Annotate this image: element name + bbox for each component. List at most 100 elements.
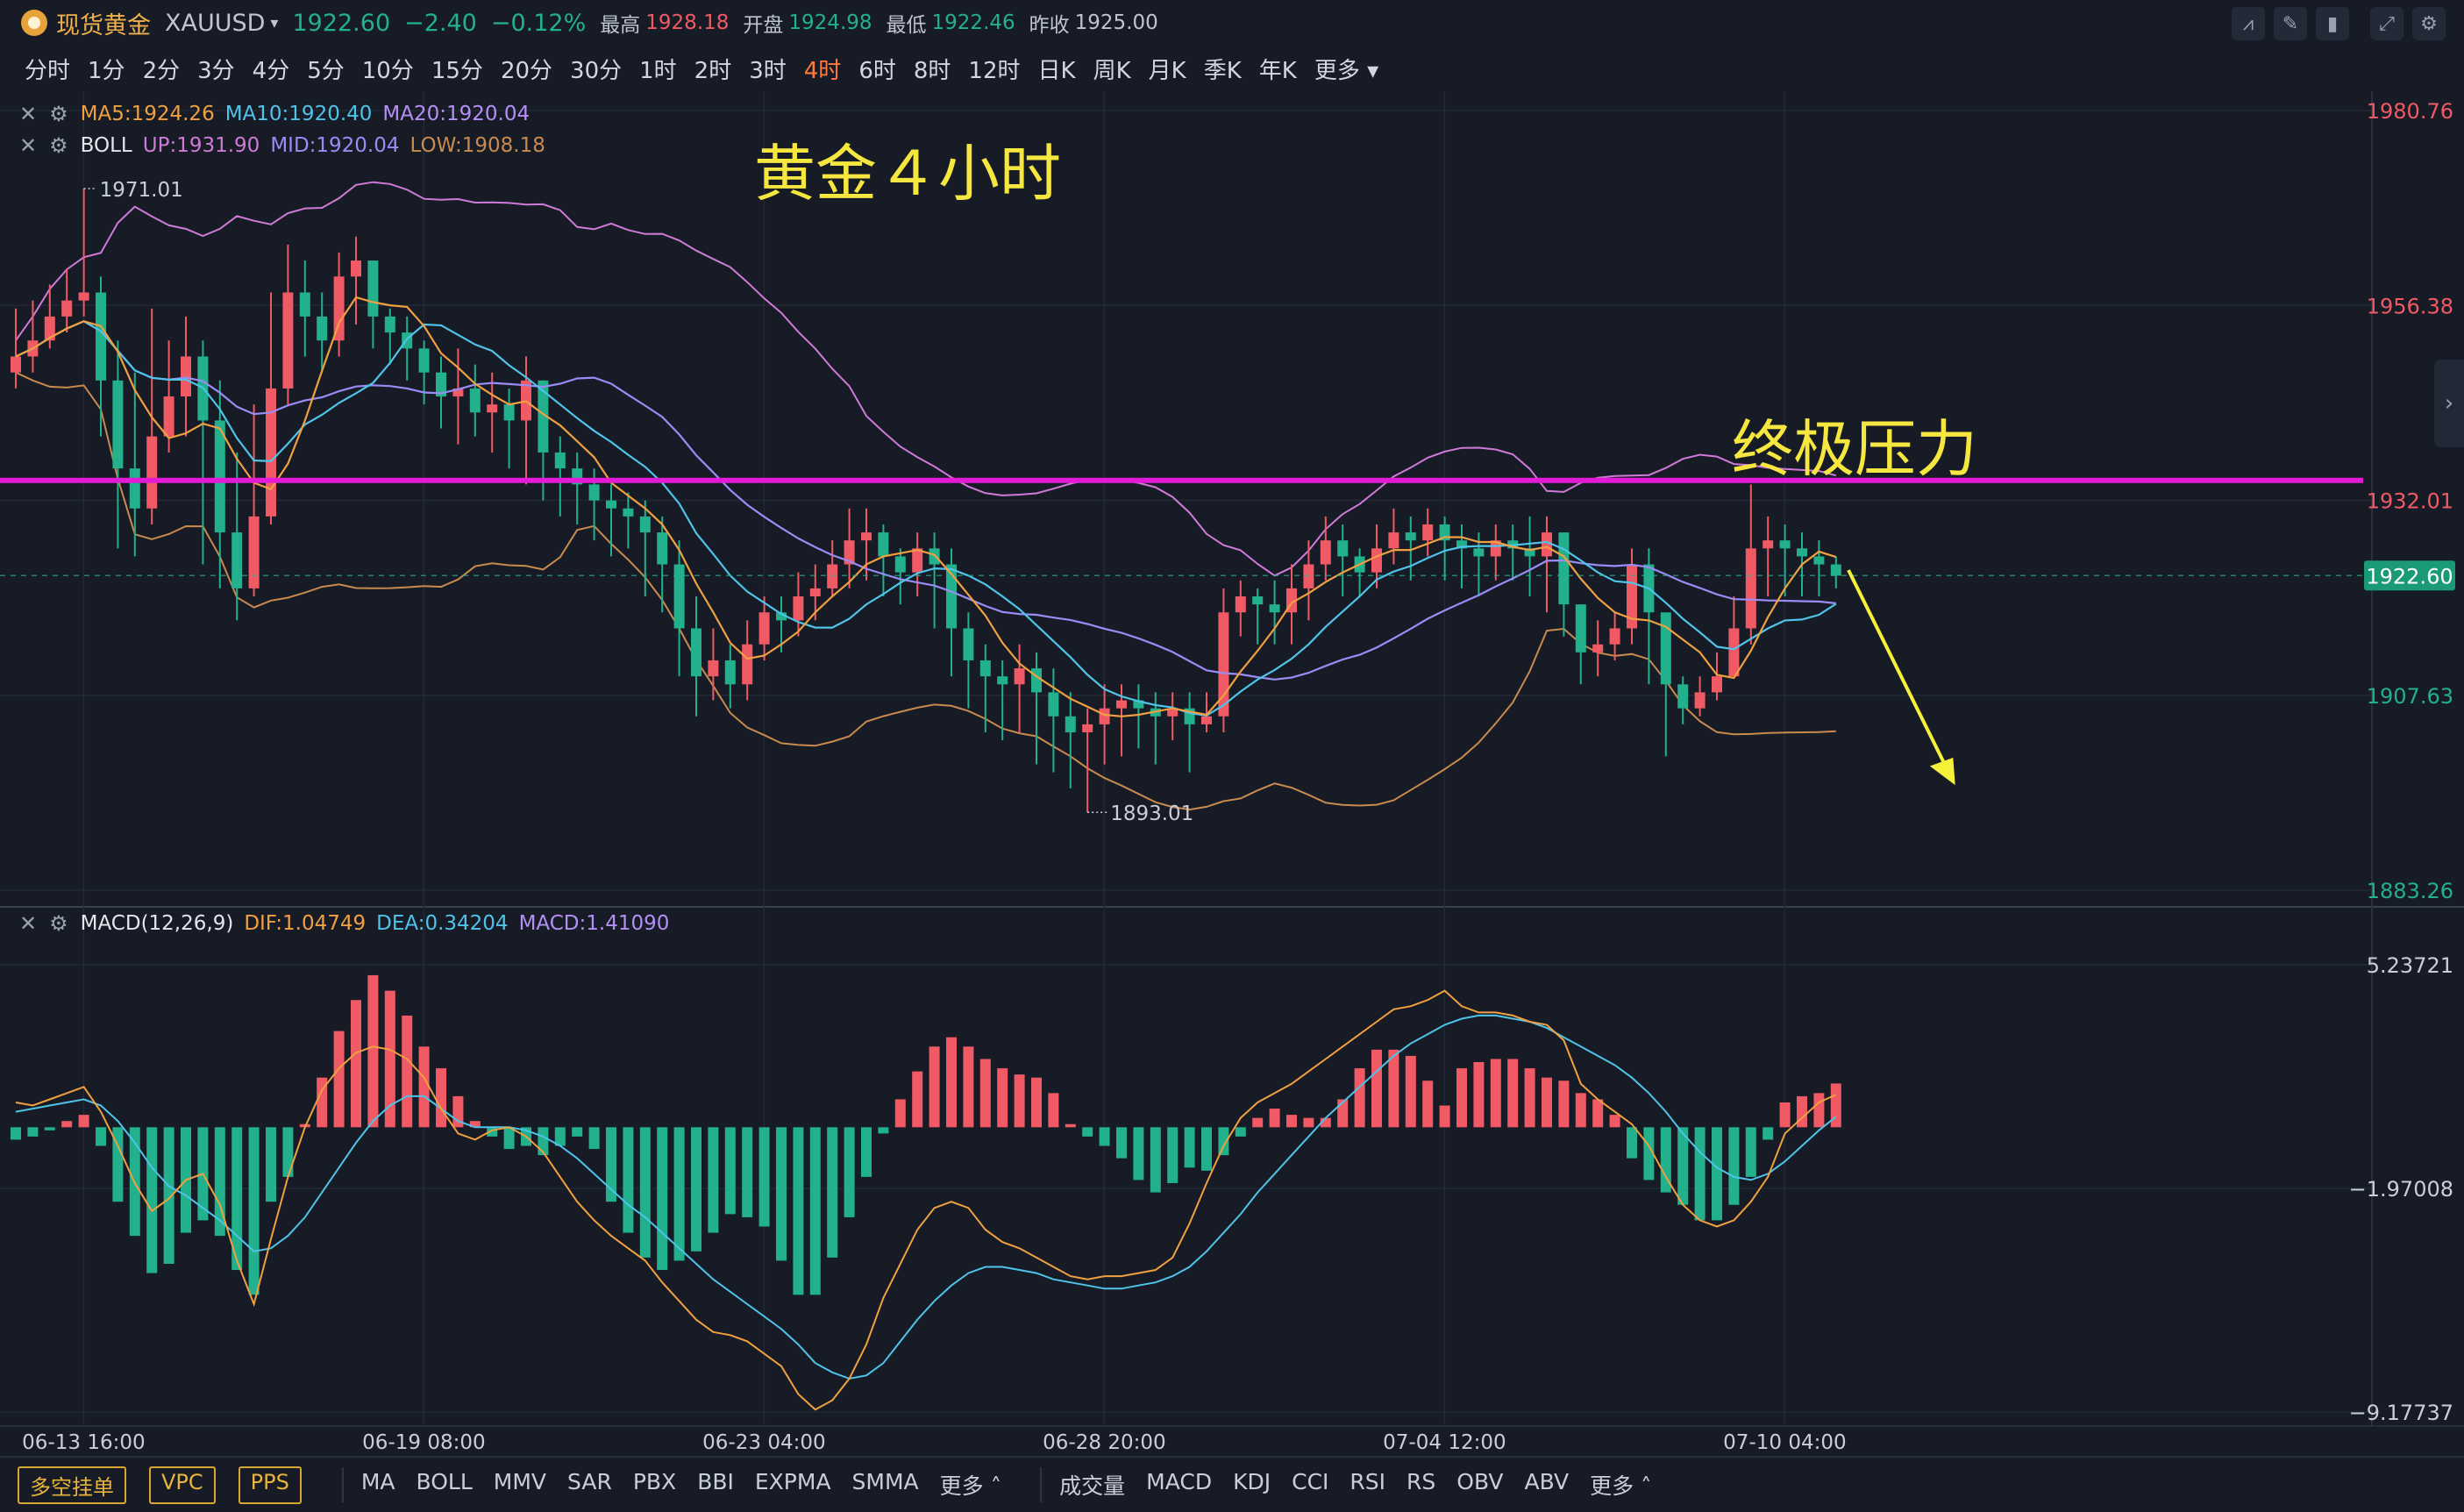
indicator-icon[interactable]: ⩘	[2232, 7, 2265, 40]
symbol-code[interactable]: XAUUSD	[165, 9, 266, 37]
candle	[1712, 652, 1722, 701]
candle-body	[214, 420, 225, 533]
main-indicators-3[interactable]: SAR	[567, 1469, 612, 1494]
settings-icon[interactable]: ⚙	[49, 911, 68, 936]
timeframe-13[interactable]: 4时	[803, 57, 842, 84]
close-icon[interactable]: ✕	[19, 911, 38, 936]
candle	[827, 540, 838, 597]
macd-bar	[402, 1015, 413, 1128]
main-indicators-8[interactable]: 更多 ˄	[939, 1473, 1002, 1499]
timeframe-0[interactable]: 分时	[25, 57, 71, 84]
candle-body	[129, 468, 140, 509]
candle-body	[776, 612, 787, 621]
timeframe-11[interactable]: 2时	[694, 57, 732, 84]
gold-coin-icon	[21, 10, 47, 36]
main-indicators-0[interactable]: MA	[360, 1469, 395, 1494]
timeframe-15[interactable]: 8时	[913, 57, 951, 84]
main-indicators-2[interactable]: MMV	[493, 1469, 547, 1494]
sub-indicators-7[interactable]: ABV	[1524, 1469, 1570, 1494]
timeframe-17[interactable]: 日K	[1037, 57, 1076, 84]
timeframe-20[interactable]: 季K	[1203, 57, 1242, 84]
main-indicators-1[interactable]: BOLL	[416, 1469, 473, 1494]
bottom-button-1[interactable]: VPC	[149, 1466, 216, 1504]
chart-grid	[0, 91, 2464, 1427]
candle-style-icon[interactable]: ▮	[2316, 7, 2349, 40]
timeframe-5[interactable]: 5分	[307, 57, 345, 84]
main-indicators-4[interactable]: PBX	[632, 1469, 677, 1494]
timeframe-22[interactable]: 更多 ▾	[1314, 57, 1379, 84]
symbol-name[interactable]: 现货黄金	[56, 11, 151, 39]
candle	[351, 236, 361, 325]
macd-bar	[266, 1127, 276, 1202]
candle	[657, 516, 668, 613]
timeframe-9[interactable]: 30分	[570, 57, 623, 84]
chevron-down-icon[interactable]: ▾	[270, 13, 279, 32]
timeframe-16[interactable]: 12时	[968, 57, 1021, 84]
main-indicators-7[interactable]: SMMA	[851, 1469, 919, 1494]
bottom-button-0[interactable]: 多空挂单	[18, 1466, 126, 1504]
chevron-right-icon[interactable]: ›	[2434, 360, 2464, 447]
macd-bar	[691, 1127, 701, 1252]
resistance-label: 终极压力	[1732, 413, 1977, 485]
timeframe-6[interactable]: 10分	[361, 57, 414, 84]
macd-bar	[1473, 1061, 1485, 1128]
candle-body	[878, 532, 889, 557]
candle	[112, 340, 124, 549]
sub-indicators-8[interactable]: 更多 ˄	[1590, 1473, 1652, 1499]
candle	[1524, 516, 1535, 597]
close-icon[interactable]: ✕	[19, 133, 38, 158]
sub-indicators-0[interactable]: 成交量	[1059, 1473, 1126, 1499]
sub-indicators-2[interactable]: KDJ	[1233, 1469, 1271, 1494]
timeframe-18[interactable]: 周K	[1093, 57, 1131, 84]
time-tick: 06-28 20:00	[1043, 1431, 1165, 1454]
candle-body	[1031, 668, 1042, 693]
boll-upper-line	[15, 181, 1837, 577]
timeframe-19[interactable]: 月K	[1148, 57, 1186, 84]
candle-body	[1490, 540, 1501, 557]
settings-icon[interactable]: ⚙	[49, 133, 68, 158]
candle-body	[1712, 676, 1722, 693]
candle-body	[946, 564, 957, 629]
candle-body	[1337, 540, 1349, 557]
settings-icon[interactable]: ⚙	[49, 102, 68, 126]
timeframe-14[interactable]: 6时	[858, 57, 896, 84]
timeframe-10[interactable]: 1时	[639, 57, 677, 84]
draw-icon[interactable]: ✎	[2274, 7, 2307, 40]
candle	[894, 548, 906, 605]
main-indicators-5[interactable]: BBI	[697, 1469, 734, 1494]
bottom-button-2[interactable]: PPS	[238, 1466, 302, 1504]
candle-body	[1524, 548, 1535, 557]
sub-indicators-6[interactable]: OBV	[1456, 1469, 1504, 1494]
timeframe-7[interactable]: 15分	[431, 57, 483, 84]
candle	[1507, 524, 1519, 581]
settings-icon[interactable]: ⚙	[2412, 7, 2446, 40]
candle	[503, 388, 515, 469]
macd-bar	[1354, 1068, 1365, 1128]
timeframe-8[interactable]: 20分	[500, 57, 553, 84]
price-chart[interactable]: 1980.76 1956.38 1932.01 1907.63 1883.26 1922.…	[0, 0, 2464, 1456]
candle	[793, 572, 804, 637]
macd-bar	[61, 1121, 73, 1128]
timeframe-3[interactable]: 3分	[197, 57, 235, 84]
candle	[963, 612, 974, 709]
sub-indicators-4[interactable]: RSI	[1350, 1469, 1386, 1494]
candle-body	[1779, 540, 1791, 549]
close-icon[interactable]: ✕	[19, 102, 38, 126]
fullscreen-icon[interactable]: ⤢	[2370, 7, 2403, 40]
sub-indicators-5[interactable]: RS	[1406, 1469, 1436, 1494]
macd-bar	[1218, 1127, 1229, 1156]
timeframe-21[interactable]: 年K	[1258, 57, 1297, 84]
macd-bar	[1167, 1127, 1179, 1183]
timeframe-12[interactable]: 3时	[749, 57, 787, 84]
macd-bar	[912, 1071, 923, 1128]
sub-indicators-1[interactable]: MACD	[1146, 1469, 1213, 1494]
timeframe-2[interactable]: 2分	[142, 57, 181, 84]
candle-body	[503, 404, 515, 421]
timeframe-1[interactable]: 1分	[88, 57, 125, 84]
sub-indicators-3[interactable]: CCI	[1292, 1469, 1329, 1494]
candle-body	[1694, 692, 1706, 709]
macd-bar	[963, 1046, 974, 1128]
main-indicators-6[interactable]: EXPMA	[754, 1469, 831, 1494]
macd-bar	[1813, 1093, 1825, 1128]
timeframe-4[interactable]: 4分	[252, 57, 290, 84]
